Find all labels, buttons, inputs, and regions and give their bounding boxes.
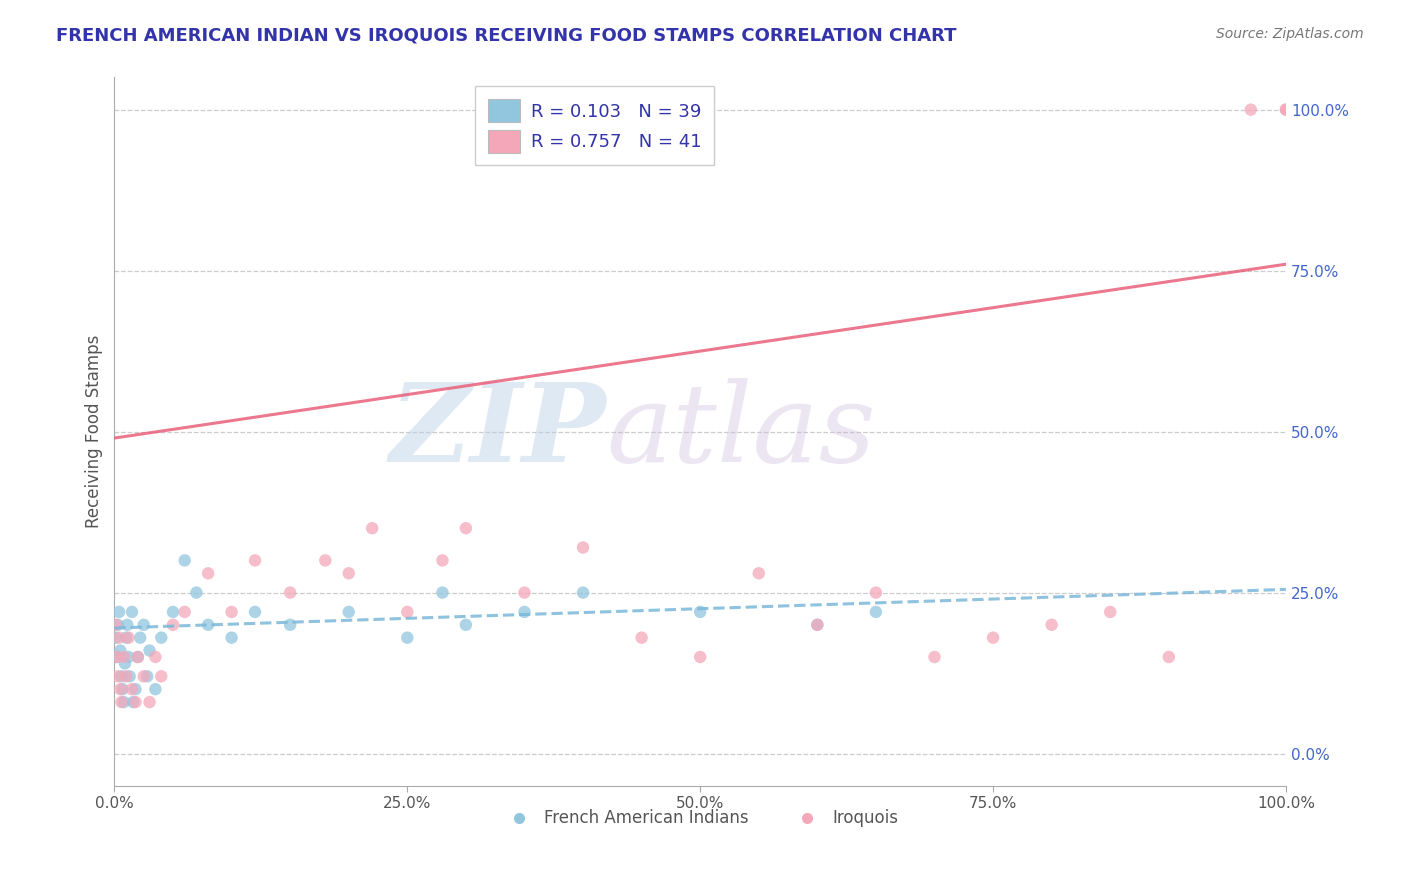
Point xyxy=(361,521,384,535)
Point xyxy=(865,605,887,619)
Point xyxy=(117,617,139,632)
Point xyxy=(104,617,127,632)
Point xyxy=(110,695,132,709)
Point xyxy=(337,566,360,581)
Point xyxy=(124,682,146,697)
Point xyxy=(572,585,595,599)
Point xyxy=(150,669,173,683)
Point xyxy=(689,650,711,665)
Point xyxy=(132,617,155,632)
Point xyxy=(396,605,419,619)
Point xyxy=(243,605,266,619)
Point xyxy=(513,585,536,599)
Point xyxy=(132,669,155,683)
Point xyxy=(630,631,652,645)
Y-axis label: Receiving Food Stamps: Receiving Food Stamps xyxy=(86,334,103,528)
Point xyxy=(114,657,136,671)
Point xyxy=(1099,605,1122,619)
Point xyxy=(104,631,127,645)
Point xyxy=(145,650,167,665)
Point xyxy=(129,631,152,645)
Point xyxy=(115,631,138,645)
Point xyxy=(136,669,159,683)
Text: FRENCH AMERICAN INDIAN VS IROQUOIS RECEIVING FOOD STAMPS CORRELATION CHART: FRENCH AMERICAN INDIAN VS IROQUOIS RECEI… xyxy=(56,27,956,45)
Point xyxy=(1040,617,1063,632)
Point xyxy=(572,541,595,555)
Point xyxy=(748,566,770,581)
Legend: French American Indians, Iroquois: French American Indians, Iroquois xyxy=(496,803,904,834)
Point xyxy=(105,650,128,665)
Text: Source: ZipAtlas.com: Source: ZipAtlas.com xyxy=(1216,27,1364,41)
Point xyxy=(173,605,195,619)
Point xyxy=(150,631,173,645)
Point xyxy=(122,695,145,709)
Point xyxy=(806,617,828,632)
Point xyxy=(513,605,536,619)
Point xyxy=(1275,103,1298,117)
Point xyxy=(337,605,360,619)
Point xyxy=(162,617,184,632)
Point xyxy=(924,650,946,665)
Point xyxy=(118,669,141,683)
Point xyxy=(865,585,887,599)
Point xyxy=(127,650,149,665)
Point xyxy=(396,631,419,645)
Point xyxy=(243,553,266,567)
Point xyxy=(1157,650,1180,665)
Point xyxy=(121,682,143,697)
Point xyxy=(278,585,301,599)
Text: atlas: atlas xyxy=(606,378,876,485)
Point xyxy=(186,585,208,599)
Point xyxy=(117,631,139,645)
Point xyxy=(112,695,135,709)
Point xyxy=(1240,103,1263,117)
Point xyxy=(689,605,711,619)
Point xyxy=(108,631,131,645)
Point xyxy=(454,521,477,535)
Point xyxy=(454,617,477,632)
Point xyxy=(197,566,219,581)
Point xyxy=(221,631,243,645)
Point xyxy=(117,650,139,665)
Point xyxy=(108,605,131,619)
Point xyxy=(112,650,135,665)
Point xyxy=(107,617,129,632)
Point xyxy=(110,669,132,683)
Point xyxy=(138,643,160,657)
Point xyxy=(173,553,195,567)
Point xyxy=(197,617,219,632)
Point xyxy=(124,695,146,709)
Point xyxy=(806,617,828,632)
Point xyxy=(145,682,167,697)
Point xyxy=(221,605,243,619)
Point xyxy=(278,617,301,632)
Point xyxy=(981,631,1004,645)
Point xyxy=(314,553,336,567)
Point xyxy=(432,585,454,599)
Text: ZIP: ZIP xyxy=(389,378,606,485)
Point xyxy=(107,669,129,683)
Point xyxy=(121,605,143,619)
Point xyxy=(111,682,134,697)
Point xyxy=(115,669,138,683)
Point xyxy=(162,605,184,619)
Point xyxy=(138,695,160,709)
Point xyxy=(1275,103,1298,117)
Point xyxy=(110,682,132,697)
Point xyxy=(110,643,132,657)
Point xyxy=(432,553,454,567)
Point xyxy=(127,650,149,665)
Point xyxy=(105,650,128,665)
